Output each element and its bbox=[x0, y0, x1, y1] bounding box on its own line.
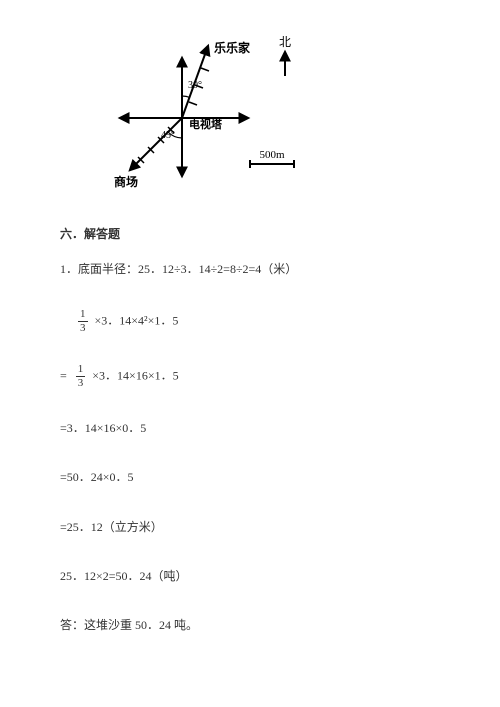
step-7: 25．12×2=50．24（吨） bbox=[60, 567, 450, 586]
fraction-1-num: 1 bbox=[78, 309, 88, 322]
fraction-1-den: 3 bbox=[78, 322, 88, 334]
north-label: 北 bbox=[279, 35, 291, 49]
tick-home-1 bbox=[189, 102, 197, 105]
step-4: =3．14×16×0．5 bbox=[60, 419, 450, 438]
fraction-1: 1 3 bbox=[78, 309, 88, 334]
fraction-2: 1 3 bbox=[76, 364, 86, 389]
step-2: 1 3 ×3．14×4²×1．5 bbox=[78, 309, 450, 334]
angle-45-label: 45° bbox=[161, 130, 175, 141]
angle-30-label: 30° bbox=[188, 80, 202, 91]
scale-label: 500m bbox=[259, 149, 285, 161]
direction-diagram: 北 500m 乐乐家 电视塔 商场 30° 45° bbox=[90, 30, 450, 199]
store-label: 商场 bbox=[114, 174, 138, 189]
step-8: 答：这堆沙重 50．24 吨。 bbox=[60, 616, 450, 635]
diagram-svg: 北 500m 乐乐家 电视塔 商场 30° 45° bbox=[90, 30, 310, 195]
section-title: 六．解答题 bbox=[60, 225, 450, 242]
step-6: =25．12（立方米） bbox=[60, 518, 450, 537]
page: 北 500m 乐乐家 电视塔 商场 30° 45° 六．解答题 1．底面半径：2… bbox=[0, 0, 500, 685]
step-2-tail: ×3．14×4²×1．5 bbox=[95, 313, 179, 327]
step-3: = 1 3 ×3．14×16×1．5 bbox=[60, 364, 450, 389]
fraction-2-num: 1 bbox=[76, 364, 86, 377]
step-3-tail: ×3．14×16×1．5 bbox=[92, 368, 178, 382]
step-5: =50．24×0．5 bbox=[60, 468, 450, 487]
equals-sign: = bbox=[60, 368, 73, 382]
tower-label: 电视塔 bbox=[189, 117, 223, 131]
home-label: 乐乐家 bbox=[214, 40, 251, 55]
step-1: 1．底面半径：25．12÷3．14÷2=8÷2=4（米） bbox=[60, 260, 450, 279]
tick-home-3 bbox=[201, 68, 209, 71]
fraction-2-den: 3 bbox=[76, 377, 86, 389]
ray-store bbox=[130, 118, 182, 170]
